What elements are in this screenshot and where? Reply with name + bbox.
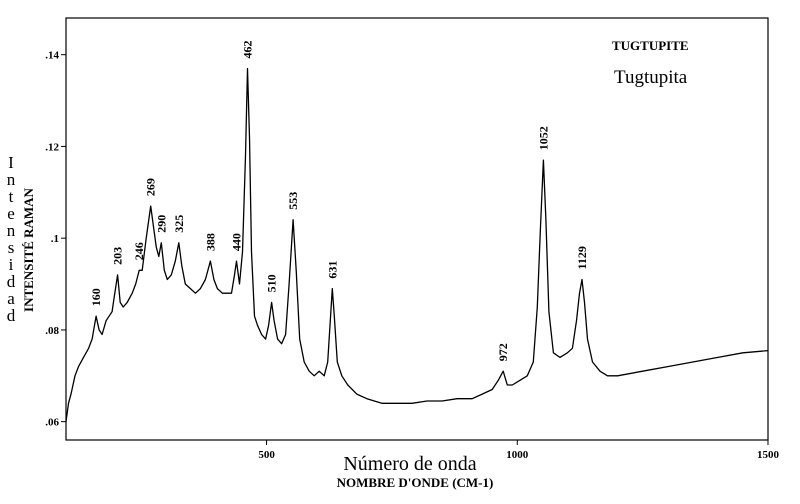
peak-label: 631 — [325, 261, 339, 279]
peak-label: 510 — [265, 274, 279, 292]
peak-label: 388 — [203, 233, 217, 251]
chart-title: TUGTUPITE — [612, 38, 689, 53]
peak-label: 269 — [144, 178, 158, 196]
y-axis-label-alt-letter: d — [7, 306, 16, 325]
y-axis-label-alt-letter: a — [7, 289, 15, 308]
y-tick-label: .06 — [45, 417, 59, 429]
y-axis-label-alt-letter: i — [9, 255, 14, 274]
peak-label: 440 — [230, 233, 244, 251]
y-axis-label-alt-letter: I — [8, 153, 14, 172]
peak-label: 462 — [241, 41, 255, 59]
peak-label: 290 — [154, 215, 168, 233]
y-axis-label-alt-letter: n — [7, 170, 16, 189]
y-tick-label: .08 — [45, 325, 59, 337]
y-axis-label-alt-letter: e — [7, 204, 15, 223]
peak-labels: 160 203 246 269 290 325 388 440 462 510 553 631 972 1… — [89, 41, 589, 362]
peak-label: 160 — [89, 288, 103, 306]
peak-label: 246 — [132, 242, 146, 260]
y-axis-label: INTENSITÉ RAMAN — [21, 187, 36, 311]
y-axis-ticks: .06 .08 .1 .12 .14 — [45, 50, 66, 429]
x-tick-label: 500 — [258, 449, 275, 461]
peak-label: 1129 — [575, 246, 589, 269]
peak-label: 1052 — [536, 126, 550, 150]
y-axis-label-alt-letter: s — [8, 238, 15, 257]
y-tick-label: .14 — [45, 50, 59, 62]
peak-label: 203 — [111, 247, 125, 265]
x-tick-label: 1500 — [757, 449, 780, 461]
y-axis-label-alt-letter: t — [9, 187, 14, 206]
x-tick-label: 1000 — [506, 449, 529, 461]
y-tick-label: .1 — [51, 233, 59, 245]
peak-label: 325 — [172, 215, 186, 233]
plot-frame — [65, 17, 769, 441]
spectrum-line — [65, 67, 769, 422]
x-axis-label-alt: Número de onda — [343, 453, 476, 475]
peak-label: 972 — [496, 343, 510, 361]
x-axis-ticks: 500 1000 1500 — [258, 440, 780, 461]
peak-label: 553 — [286, 192, 300, 210]
y-tick-label: .12 — [45, 141, 59, 153]
x-axis-label: NOMBRE D'ONDE (CM-1) — [337, 475, 494, 490]
y-axis-label-alt-letter: d — [7, 272, 16, 291]
chart-subtitle: Tugtupita — [614, 67, 688, 88]
y-axis-label-alt-letter: n — [7, 221, 16, 240]
